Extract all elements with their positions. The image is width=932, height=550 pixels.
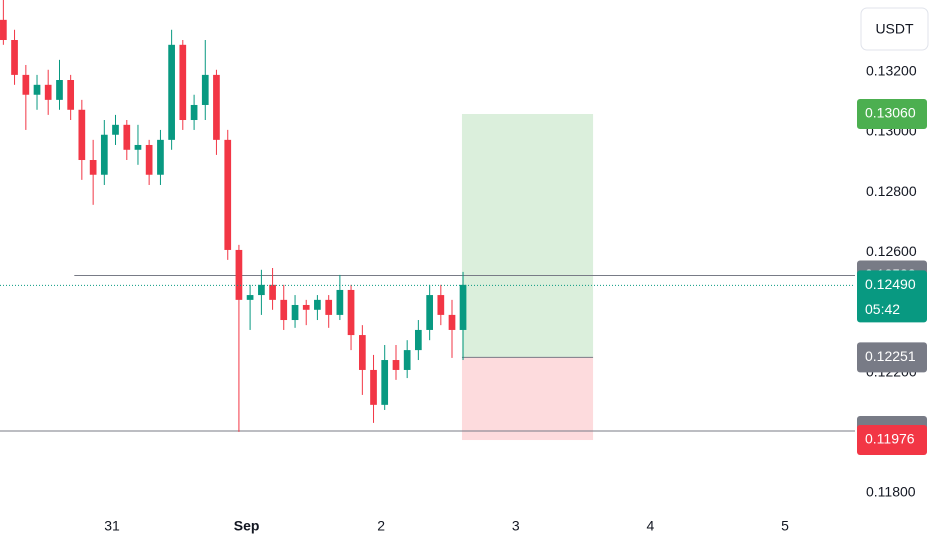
y-tick-label: 0.11800 xyxy=(866,484,916,500)
candle-body xyxy=(100,134,108,175)
candle-body xyxy=(33,84,41,95)
candle-body xyxy=(392,360,400,370)
x-tick-label: Sep xyxy=(234,518,260,534)
candle-body xyxy=(112,124,119,135)
candle-body xyxy=(235,249,243,300)
currency-label[interactable]: USDT xyxy=(875,21,914,37)
plot-layer xyxy=(0,0,855,441)
target-badge xyxy=(857,98,927,129)
candle-body xyxy=(78,109,86,161)
candle-body xyxy=(44,84,52,100)
x-tick-label: 5 xyxy=(781,518,789,534)
candle-body xyxy=(426,295,434,330)
y-tick-label: 0.13200 xyxy=(866,63,917,79)
candle-body xyxy=(437,295,445,315)
x-tick-label: 3 xyxy=(512,518,520,534)
candle-body xyxy=(224,139,232,250)
candle-body xyxy=(213,74,220,140)
last-price-badge-countdown: 05:42 xyxy=(865,301,900,317)
candle-body xyxy=(246,295,254,300)
target-badge-label: 0.13060 xyxy=(865,105,916,121)
candle-body xyxy=(370,369,377,405)
y-tick-label: 0.12600 xyxy=(866,243,917,259)
last-price-badge-label: 0.12490 xyxy=(865,276,916,292)
candle-body xyxy=(179,44,187,121)
stop-badge-label: 0.11976 xyxy=(865,431,915,447)
last-price-badge xyxy=(857,270,927,323)
candle-body xyxy=(359,335,366,370)
candle-body xyxy=(269,284,276,300)
candle-body xyxy=(302,304,310,310)
candle-body xyxy=(381,360,389,405)
candle-body xyxy=(201,74,209,105)
candle-body xyxy=(414,329,422,351)
x-tick-label: 2 xyxy=(377,518,385,534)
candle-body xyxy=(56,80,63,100)
entry-badge xyxy=(857,342,927,373)
candle-body xyxy=(459,284,467,330)
candle-body xyxy=(258,284,265,296)
candle-body xyxy=(448,314,456,330)
candle-body xyxy=(0,19,7,41)
candle-body xyxy=(291,304,299,321)
candle-body xyxy=(134,144,142,150)
candle-body xyxy=(123,124,131,150)
x-tick-label: 31 xyxy=(104,518,120,534)
entry-badge-label: 0.12251 xyxy=(865,348,916,364)
stop-badge xyxy=(857,425,927,456)
currency-button[interactable] xyxy=(860,7,929,51)
candle-body xyxy=(157,139,164,175)
profit-zone xyxy=(461,113,594,358)
candle-body xyxy=(347,289,355,336)
candle-body xyxy=(325,299,333,315)
candle-body xyxy=(314,299,321,310)
candle-body xyxy=(190,104,198,121)
candle-body xyxy=(89,160,97,175)
candle-body xyxy=(168,44,175,140)
candle-body xyxy=(22,74,30,95)
candle-body xyxy=(145,144,153,175)
x-tick-label: 4 xyxy=(647,518,655,534)
candle-body xyxy=(403,350,411,370)
y-tick-label: 0.12800 xyxy=(866,183,917,199)
candle-body xyxy=(280,299,288,321)
candle-body xyxy=(336,289,344,315)
candle-body xyxy=(67,80,75,110)
candle-body xyxy=(11,40,18,75)
axis-layer: 0.132000.130000.128000.126000.124000.122… xyxy=(104,63,927,534)
loss-zone xyxy=(461,357,594,441)
